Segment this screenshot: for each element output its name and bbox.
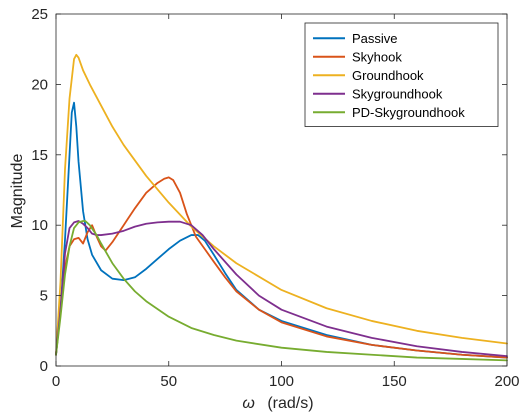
legend-label: Skyhook bbox=[352, 49, 402, 64]
y-tick-label: 5 bbox=[40, 288, 48, 305]
legend-label: Passive bbox=[352, 31, 398, 46]
legend-label: Skygroundhook bbox=[352, 86, 443, 101]
series-line-4 bbox=[55, 220, 508, 362]
y-axis-label: Magnitude bbox=[9, 154, 26, 229]
legend-label: Groundhook bbox=[352, 68, 424, 83]
tick-labels: 0 50 100 150 200 0 5 10 15 20 25 bbox=[31, 6, 519, 390]
legend: Passive Skyhook Groundhook Skygroundhook PD-… bbox=[304, 22, 499, 127]
series-line-3 bbox=[55, 220, 508, 358]
x-axis-label: ω (rad/s) bbox=[242, 395, 313, 412]
x-tick-label: 200 bbox=[494, 373, 519, 390]
axes bbox=[55, 13, 508, 367]
y-tick-label: 25 bbox=[31, 6, 48, 23]
series-line-0 bbox=[55, 101, 508, 359]
x-tick-label: 0 bbox=[52, 373, 60, 390]
series-line-1 bbox=[55, 176, 508, 359]
x-axis-label-symbol: ω bbox=[242, 395, 254, 412]
y-tick-label: 20 bbox=[31, 76, 48, 93]
x-tick-label: 50 bbox=[160, 373, 177, 390]
y-tick-label: 15 bbox=[31, 147, 48, 164]
series-lines bbox=[55, 53, 508, 362]
series-line-2 bbox=[55, 53, 508, 356]
x-tick-label: 100 bbox=[269, 373, 294, 390]
x-tick-label: 150 bbox=[382, 373, 407, 390]
legend-label: PD-Skygroundhook bbox=[352, 105, 465, 120]
y-tick-label: 0 bbox=[40, 358, 48, 375]
y-tick-label: 10 bbox=[31, 217, 48, 234]
x-axis-label-unit: (rad/s) bbox=[267, 395, 313, 412]
